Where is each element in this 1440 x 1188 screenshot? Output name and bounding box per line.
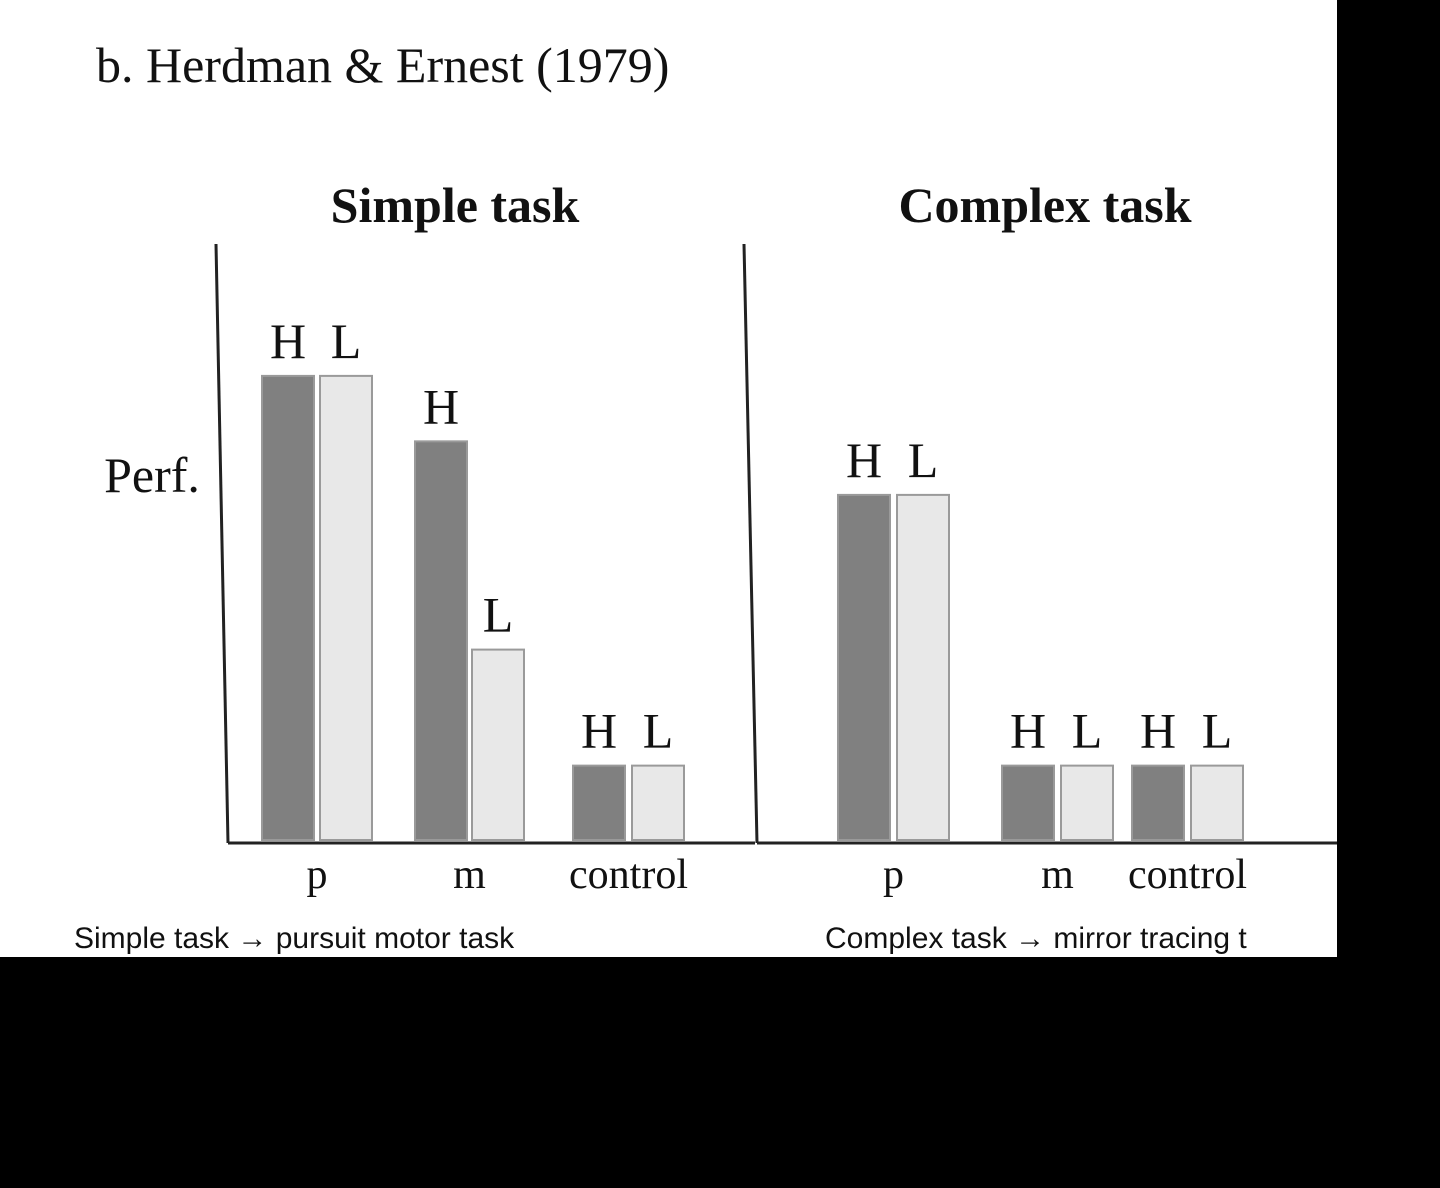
caption-simple-task: Simple task → pursuit motor task <box>74 922 515 955</box>
bar-label-p-H: H <box>846 432 882 488</box>
bar-p-L <box>896 493 950 841</box>
bar-m-H <box>414 440 468 841</box>
panel-title: Simple task <box>331 177 580 233</box>
x-tick-label-p: p <box>883 852 904 898</box>
caption-complex-task: Complex task → mirror tracing t <box>825 922 1247 955</box>
panel-title: Complex task <box>898 177 1191 233</box>
bar-m-H <box>1001 764 1055 841</box>
figure-title: b. Herdman & Ernest (1979) <box>96 37 670 93</box>
x-tick-label-m: m <box>453 852 486 898</box>
bar-p-H <box>837 493 891 841</box>
x-tick-label-control: control <box>1128 852 1247 898</box>
bar-label-control-L: L <box>1202 703 1233 759</box>
x-tick-label-control: control <box>569 852 688 898</box>
bar-m-L <box>471 648 525 841</box>
bar-label-m-H: H <box>423 378 459 434</box>
bar-label-control-L: L <box>643 703 674 759</box>
bar-label-p-H: H <box>270 313 306 369</box>
x-tick-label-p: p <box>307 852 328 898</box>
bar-m-L <box>1060 764 1114 841</box>
y-axis-line <box>742 243 759 844</box>
bar-label-p-L: L <box>331 313 362 369</box>
bar-control-H <box>572 764 626 841</box>
figure: b. Herdman & Ernest (1979) Simple task Pe… <box>0 0 1337 957</box>
bar-label-m-L: L <box>483 587 514 643</box>
y-axis-line <box>214 243 230 844</box>
bar-control-H <box>1131 764 1185 841</box>
y-axis-label: Perf. <box>104 447 200 503</box>
x-tick-label-m: m <box>1041 852 1074 898</box>
black-margin-bottom <box>0 957 1440 1188</box>
bar-label-p-L: L <box>908 432 939 488</box>
bar-p-H <box>261 374 315 841</box>
bar-control-L <box>631 764 685 841</box>
bar-control-L <box>1190 764 1244 841</box>
bar-p-L <box>319 374 373 841</box>
bar-label-m-L: L <box>1072 703 1103 759</box>
bar-label-m-H: H <box>1010 703 1046 759</box>
bar-label-control-H: H <box>1140 703 1176 759</box>
bar-label-control-H: H <box>581 703 617 759</box>
